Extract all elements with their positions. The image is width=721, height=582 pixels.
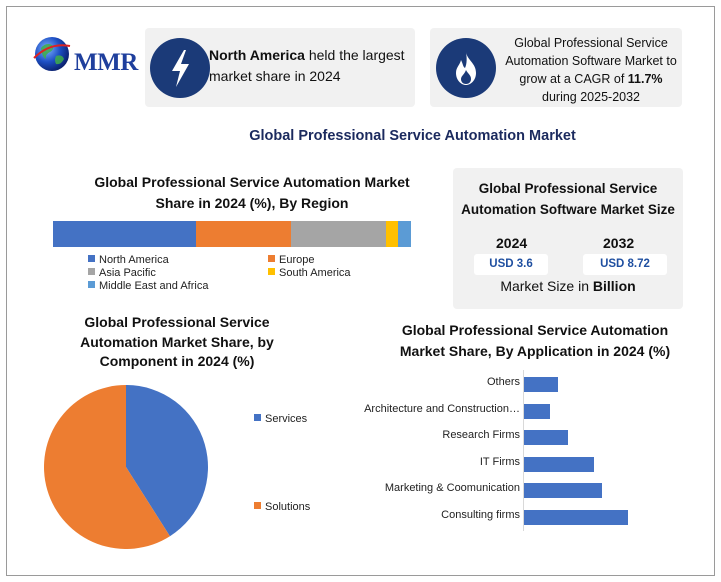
region-chart-title: Global Professional Service Automation M… [94,174,410,211]
pie-slice-services [126,385,208,537]
region-segment-middle-east-and-africa [398,221,411,247]
market-size-title: Global Professional Service Automation S… [461,181,675,217]
legend-label: Middle East and Africa [99,280,209,292]
legend-item-south-america: South America [268,267,351,279]
legend-swatch [88,255,95,262]
cagr-text-after: during 2025-2032 [542,90,640,104]
region-stacked-bar [53,221,411,247]
bar-research-firms [524,430,569,446]
market-size-year-2024: 2024 [496,235,528,251]
highlight-text-region: North America held the largest market sh… [209,45,409,87]
legend-label: Asia Pacific [99,267,156,279]
bar-label-marketing-coomunication: Marketing & Coomunication [384,482,520,495]
legend-swatch [268,268,275,275]
highlight-card-cagr: Global Professional Service Automation S… [430,28,682,107]
legend-label: Europe [279,254,315,266]
lightning-bolt-icon [150,38,210,98]
region-segment-europe [196,221,292,247]
legend-label: South America [279,267,351,279]
legend-swatch [268,255,275,262]
legend-item-asia-pacific: Asia Pacific [88,267,156,279]
cagr-text-before: Global Professional Service Automation S… [505,36,677,86]
component-pie-chart [43,385,208,549]
highlight-region-sentence: held the largest market share in 2024 [209,47,405,84]
region-segment-north-america [53,221,197,247]
bar-it-firms [524,456,595,472]
application-chart-title: Global Professional Service Automation M… [399,322,671,359]
legend-swatch [88,281,95,288]
legend-item-europe: Europe [268,254,314,266]
bar-others [524,377,558,392]
globe-icon [33,37,71,71]
region-segment-south-america [385,221,399,247]
legend-label: Services [265,413,308,425]
bar-label-others: Others [486,376,520,388]
main-title: Global Professional Service Automation M… [249,128,576,144]
bar-marketing-coomunication [524,483,602,499]
legend-swatch [254,502,261,509]
legend-item-middle-east-and-africa: Middle East and Africa [88,280,208,292]
pie-legend-services: Services [254,413,307,425]
market-size-card: Global Professional Service Automation S… [453,168,683,309]
application-category-labels: Others Architecture and Construction… Rese… [300,0,520,582]
pie-slice-solutions [43,385,170,549]
bar-label-architecture-and-construction: Architecture and Construction… [364,402,520,415]
logo-text: MMR [74,49,138,76]
bar-label-research-firms: Research Firms [442,429,520,442]
highlight-region-name: North America [209,47,305,63]
pie-legend-solutions: Solutions [254,501,310,513]
market-size-unit: Billion [592,278,636,294]
market-size-value-2032: USD 8.72 [583,254,667,275]
legend-swatch [88,268,95,275]
cagr-value: 11.7% [627,72,663,86]
region-segment-asia-pacific [291,221,386,247]
legend-label: Solutions [265,501,311,513]
legend-swatch [254,414,261,421]
bar-consulting-firms [524,510,628,525]
mmr-logo: MMR [22,30,138,82]
flame-icon [436,38,496,98]
component-chart-title: Global Professional Service Automation M… [80,314,274,369]
market-size-year-2032: 2032 [603,235,635,251]
application-axis-line [523,370,524,531]
market-size-value-2024: USD 3.6 [474,254,548,275]
market-size-footer-text: Market Size in [500,278,593,294]
highlight-text-cagr: Global Professional Service Automation S… [502,34,680,106]
bar-label-it-firms: IT Firms [479,455,520,468]
bar-label-consulting-firms: Consulting firms [441,509,520,521]
legend-label: North America [99,254,169,266]
highlight-card-region: North America held the largest market sh… [145,28,415,107]
market-size-footer: Market Size in Billion [453,278,683,294]
legend-item-north-america: North America [88,254,169,266]
bar-architecture-and-construction [524,403,550,419]
